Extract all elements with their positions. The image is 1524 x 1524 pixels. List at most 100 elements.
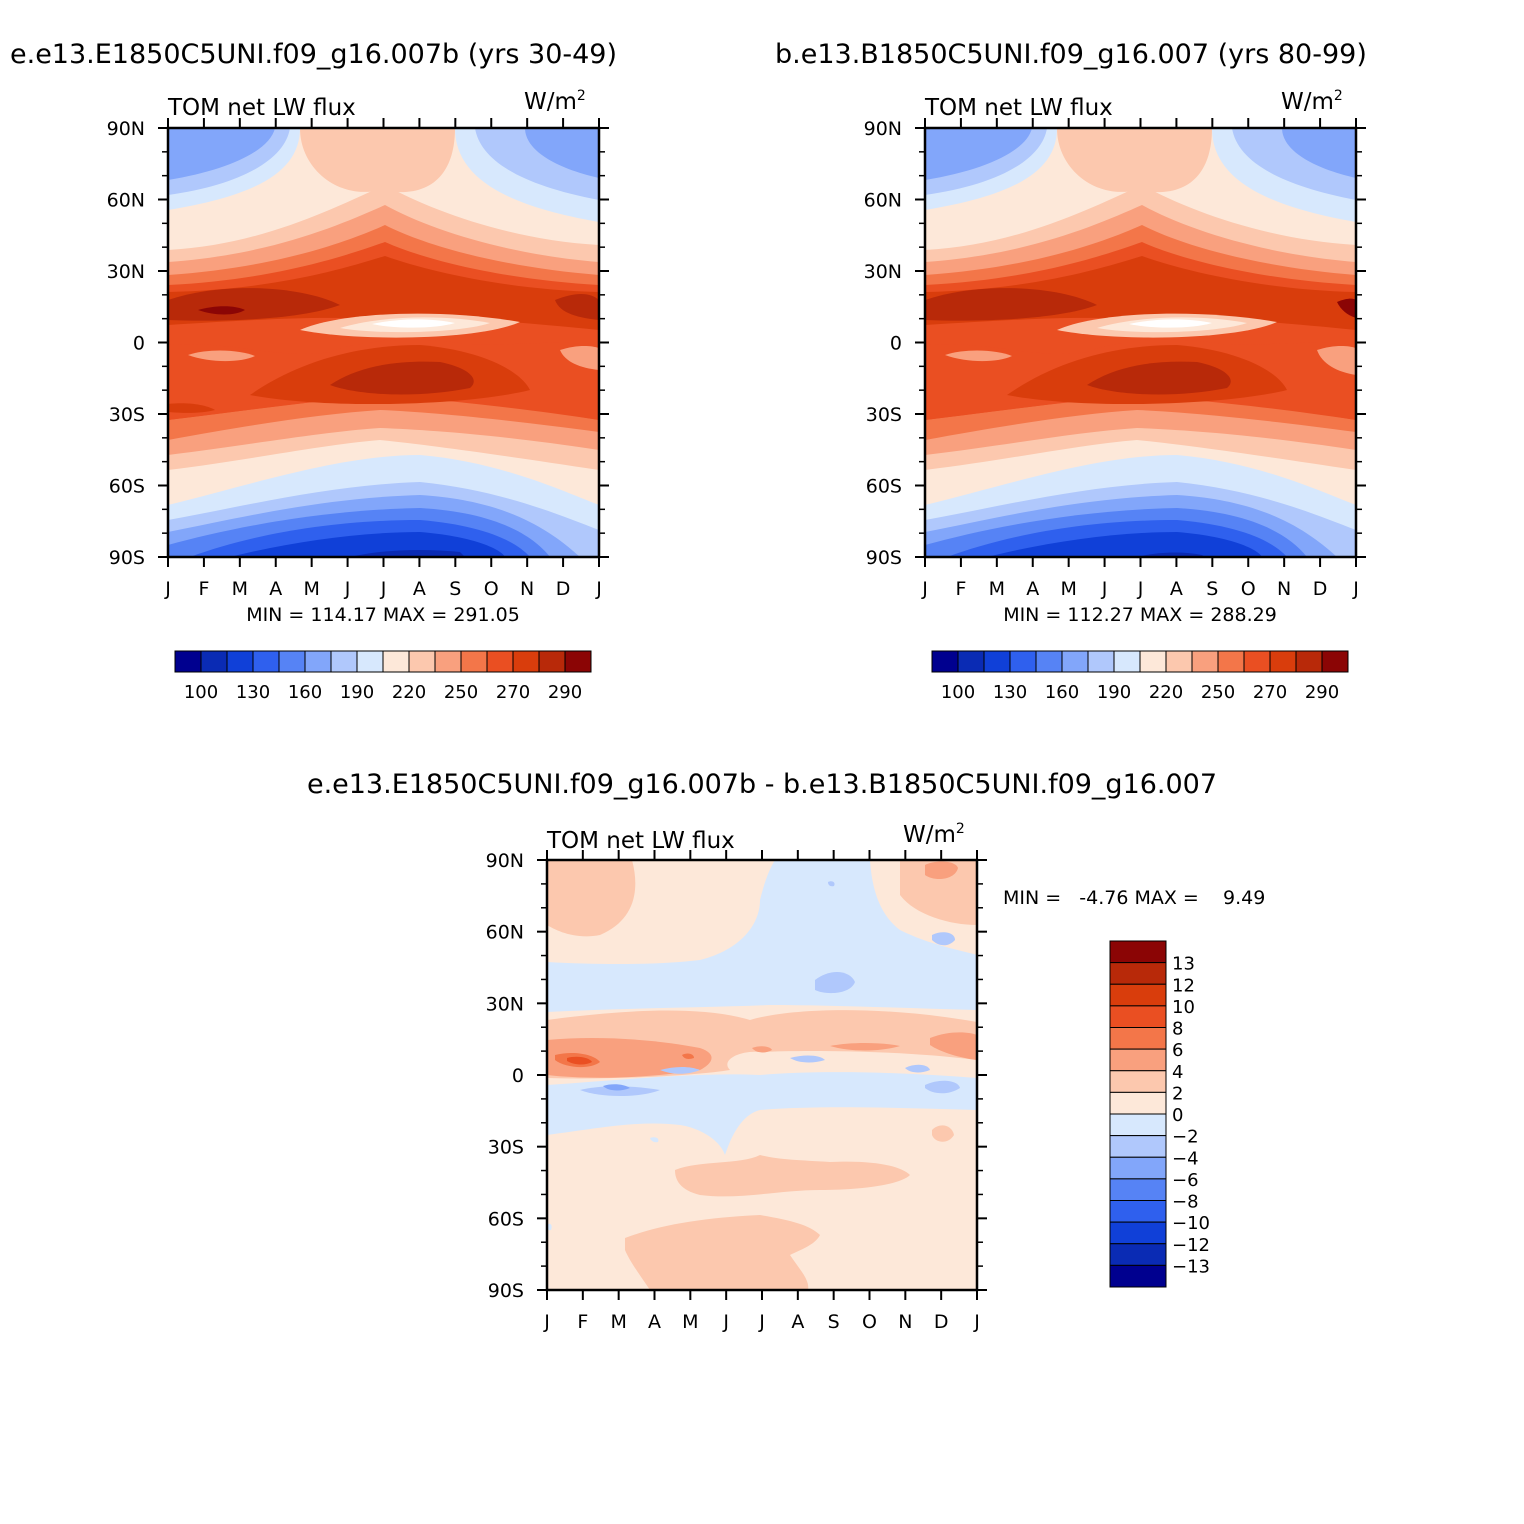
difference-x-tick-label: J [758,1311,765,1333]
diff-colorbar-swatch [1109,983,1167,1007]
difference-x-tick-label: F [577,1311,588,1333]
colorbar-swatch [1191,650,1219,673]
diff-colorbar-swatch [1109,1048,1167,1072]
difference-y-tick-label: 90S [488,1280,524,1302]
difference-x-tick-label: J [722,1311,729,1333]
diff-colorbar-label: −8 [1172,1192,1199,1213]
colorbar-swatch [408,650,436,673]
diff-colorbar-label: −12 [1172,1235,1210,1256]
diff-colorbar-swatch [1109,1113,1167,1137]
difference-x-tick-label: N [898,1311,912,1333]
left-x-tick-label: F [198,578,209,600]
right-y-tick-label: 60N [864,190,902,212]
diff-colorbar-swatch [1109,1070,1167,1093]
right-x-tick-label: J [1137,578,1144,600]
diff-colorbar-label: 6 [1172,1040,1183,1061]
left-panel-title: e.e13.E1850C5UNI.f09_g16.007b (yrs 30-49… [10,39,617,70]
right-x-tick-label: M [989,578,1005,600]
colorbar-swatch [460,650,488,673]
right-x-tick-label: J [1352,578,1359,600]
right-panel-title: b.e13.B1850C5UNI.f09_g16.007 (yrs 80-99) [775,39,1367,70]
colorbar-label: 100 [184,682,218,703]
diff-colorbar-label: −2 [1172,1127,1199,1148]
colorbar-label: 220 [1149,682,1183,703]
left-x-tick-label: J [595,578,602,600]
difference-x-tick-label: D [934,1311,949,1333]
difference-x-tick-label: A [648,1311,661,1333]
right-x-tick-label: J [921,578,928,600]
colorbar-swatch [382,650,410,673]
diff-colorbar-swatch [1109,1264,1167,1288]
right-heatmap-field [925,128,1356,557]
colorbar-swatch [1035,650,1063,673]
left-x-tick-label: M [303,578,319,600]
difference-y-tick-label: 90N [486,850,524,872]
colorbar-swatch [1165,650,1193,673]
colorbar-swatch [931,650,959,673]
right-x-tick-label: A [1170,578,1183,600]
right-x-tick-label: N [1277,578,1291,600]
colorbar-label: 160 [1045,682,1079,703]
right-y-tick-label: 90N [864,118,902,140]
right-minmax-stats: MIN = 112.27 MAX = 288.29 [1003,604,1277,626]
right-y-tick-label: 60S [866,476,902,498]
colorbar-swatch [304,650,332,673]
left-x-tick-label: J [164,578,171,600]
left-x-tick-label: A [269,578,282,600]
difference-y-tick-label: 30N [486,993,524,1015]
left-units-label: W/m2 [524,88,586,115]
right-x-tick-label: A [1026,578,1039,600]
diff-colorbar-swatch [1109,1005,1167,1028]
colorbar-label: 220 [392,682,426,703]
difference-x-tick-label: M [610,1311,626,1333]
right-y-tick-label: 30N [864,261,902,283]
difference-x-tick-label: S [828,1311,840,1333]
colorbar-swatch [983,650,1011,673]
diff-colorbar-label: −13 [1172,1256,1210,1277]
colorbar-swatch [1243,650,1271,673]
colorbar-label: 130 [993,682,1027,703]
diff-colorbar-label: −4 [1172,1148,1199,1169]
right-units-label: W/m2 [1281,88,1343,115]
diff-colorbar-label: −10 [1172,1213,1210,1234]
right-y-tick-label: 30S [866,404,902,426]
colorbar-label: 160 [288,682,322,703]
difference-x-tick-label: M [682,1311,698,1333]
colorbar-label: 130 [236,682,270,703]
difference-units-label: W/m2 [903,821,965,848]
colorbar-swatch [1061,650,1089,673]
colorbar-swatch [200,650,228,673]
difference-y-tick-label: 60S [488,1208,524,1230]
colorbar-swatch [1087,650,1115,673]
left-y-tick-label: 90S [109,547,145,569]
colorbar-swatch [1113,650,1141,673]
left-x-tick-label: O [484,578,499,600]
diff-colorbar-swatch [1109,962,1167,985]
left-y-tick-label: 60N [107,190,145,212]
right-x-tick-label: M [1060,578,1076,600]
difference-heatmap-field [547,860,977,1290]
right-x-tick-label: J [1101,578,1108,600]
colorbar-label: 100 [941,682,975,703]
diff-colorbar-label: 8 [1172,1019,1183,1040]
diff-colorbar-swatch [1109,1178,1167,1201]
diff-colorbar-swatch [1109,1135,1167,1158]
diff-colorbar-label: 4 [1172,1062,1183,1083]
left-x-tick-label: D [556,578,571,600]
colorbar-swatch [252,650,280,673]
right-x-tick-label: F [955,578,966,600]
left-x-tick-label: J [344,578,351,600]
left-x-tick-label: J [380,578,387,600]
left-x-tick-label: A [413,578,426,600]
diff-colorbar-swatch [1109,1091,1167,1115]
diff-colorbar-label: −6 [1172,1170,1199,1191]
colorbar-swatch [1139,650,1167,673]
left-x-tick-label: M [232,578,248,600]
colorbar-swatch [278,650,306,673]
colorbar-swatch [434,650,462,673]
left-y-tick-label: 30S [109,404,145,426]
